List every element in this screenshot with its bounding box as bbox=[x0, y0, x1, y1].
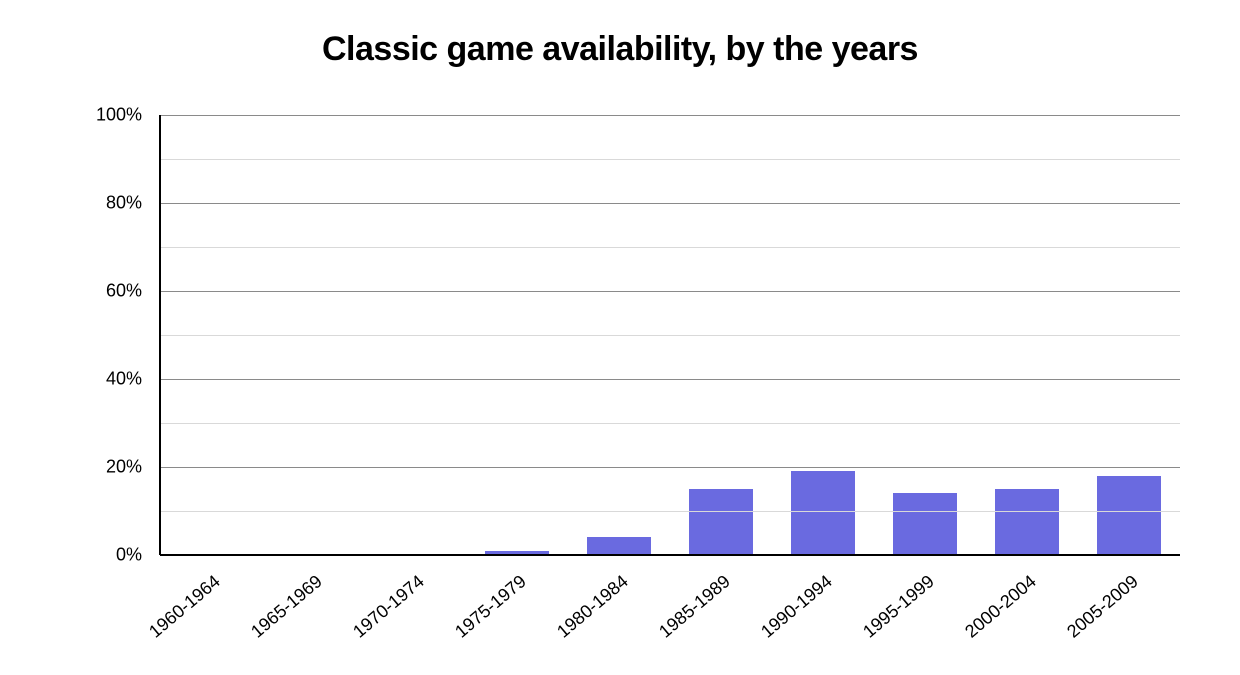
y-tick-label: 80% bbox=[62, 193, 142, 214]
x-tick-label: 1995-1999 bbox=[859, 571, 938, 642]
x-tick-label: 1975-1979 bbox=[451, 571, 530, 642]
bar bbox=[689, 489, 752, 555]
bar bbox=[1097, 476, 1160, 555]
x-tick-label: 1985-1989 bbox=[655, 571, 734, 642]
x-tick-label: 2005-2009 bbox=[1063, 571, 1142, 642]
x-tick-label: 1970-1974 bbox=[349, 571, 428, 642]
y-tick-label: 60% bbox=[62, 281, 142, 302]
y-tick-label: 20% bbox=[62, 457, 142, 478]
minor-gridline bbox=[160, 423, 1180, 424]
major-gridline bbox=[160, 467, 1180, 468]
bar bbox=[995, 489, 1058, 555]
bar bbox=[893, 493, 956, 555]
chart-container: Classic game availability, by the years … bbox=[0, 0, 1240, 675]
major-gridline bbox=[160, 115, 1180, 116]
x-tick-label: 1960-1964 bbox=[145, 571, 224, 642]
x-tick-label: 1990-1994 bbox=[757, 571, 836, 642]
major-gridline bbox=[160, 291, 1180, 292]
y-tick-label: 100% bbox=[62, 105, 142, 126]
y-tick-label: 0% bbox=[62, 545, 142, 566]
y-tick-label: 40% bbox=[62, 369, 142, 390]
x-tick-label: 1965-1969 bbox=[247, 571, 326, 642]
major-gridline bbox=[160, 203, 1180, 204]
x-tick-label: 1980-1984 bbox=[553, 571, 632, 642]
minor-gridline bbox=[160, 159, 1180, 160]
major-gridline bbox=[160, 379, 1180, 380]
minor-gridline bbox=[160, 511, 1180, 512]
chart-title: Classic game availability, by the years bbox=[0, 30, 1240, 69]
minor-gridline bbox=[160, 335, 1180, 336]
bar bbox=[791, 471, 854, 555]
bar bbox=[587, 537, 650, 555]
x-axis-line bbox=[160, 554, 1180, 556]
minor-gridline bbox=[160, 247, 1180, 248]
x-tick-label: 2000-2004 bbox=[961, 571, 1040, 642]
plot-area: 0%20%40%60%80%100%1960-19641965-19691970… bbox=[160, 115, 1180, 555]
y-axis-line bbox=[159, 115, 161, 555]
